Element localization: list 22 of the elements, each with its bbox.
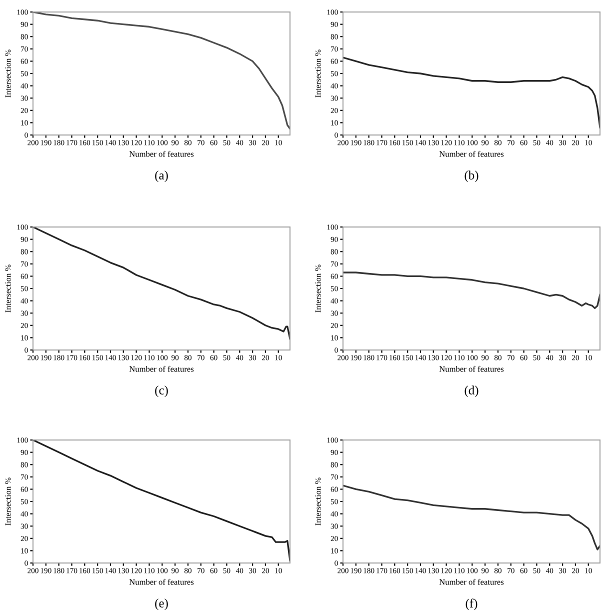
line-series — [343, 272, 600, 310]
text: (d) — [464, 386, 478, 398]
y-axis-title: Intersection % — [5, 264, 11, 312]
text: (b) — [464, 170, 478, 182]
line-series — [343, 56, 600, 128]
x-axis-title: Number of features — [439, 366, 504, 372]
x-axis-title: Number of features — [439, 578, 504, 585]
y-axis-title: Intersection % — [315, 478, 321, 526]
line-series — [343, 484, 600, 550]
x-axis-title: Number of features — [439, 150, 504, 157]
y-axis-title: Intersection % — [315, 50, 321, 98]
x-axis-title: Number of features — [129, 578, 194, 585]
line-series — [33, 440, 290, 562]
text: (a) — [155, 170, 168, 182]
text: (f) — [466, 598, 478, 610]
x-axis-title: Number of features — [129, 150, 194, 157]
y-axis-title: Intersection % — [315, 264, 321, 312]
y-axis-title: Intersection % — [5, 50, 11, 98]
text: (e) — [155, 598, 168, 610]
text: (c) — [155, 386, 168, 398]
y-axis-title: Intersection % — [5, 478, 11, 526]
x-axis-title: Number of features — [129, 366, 194, 372]
